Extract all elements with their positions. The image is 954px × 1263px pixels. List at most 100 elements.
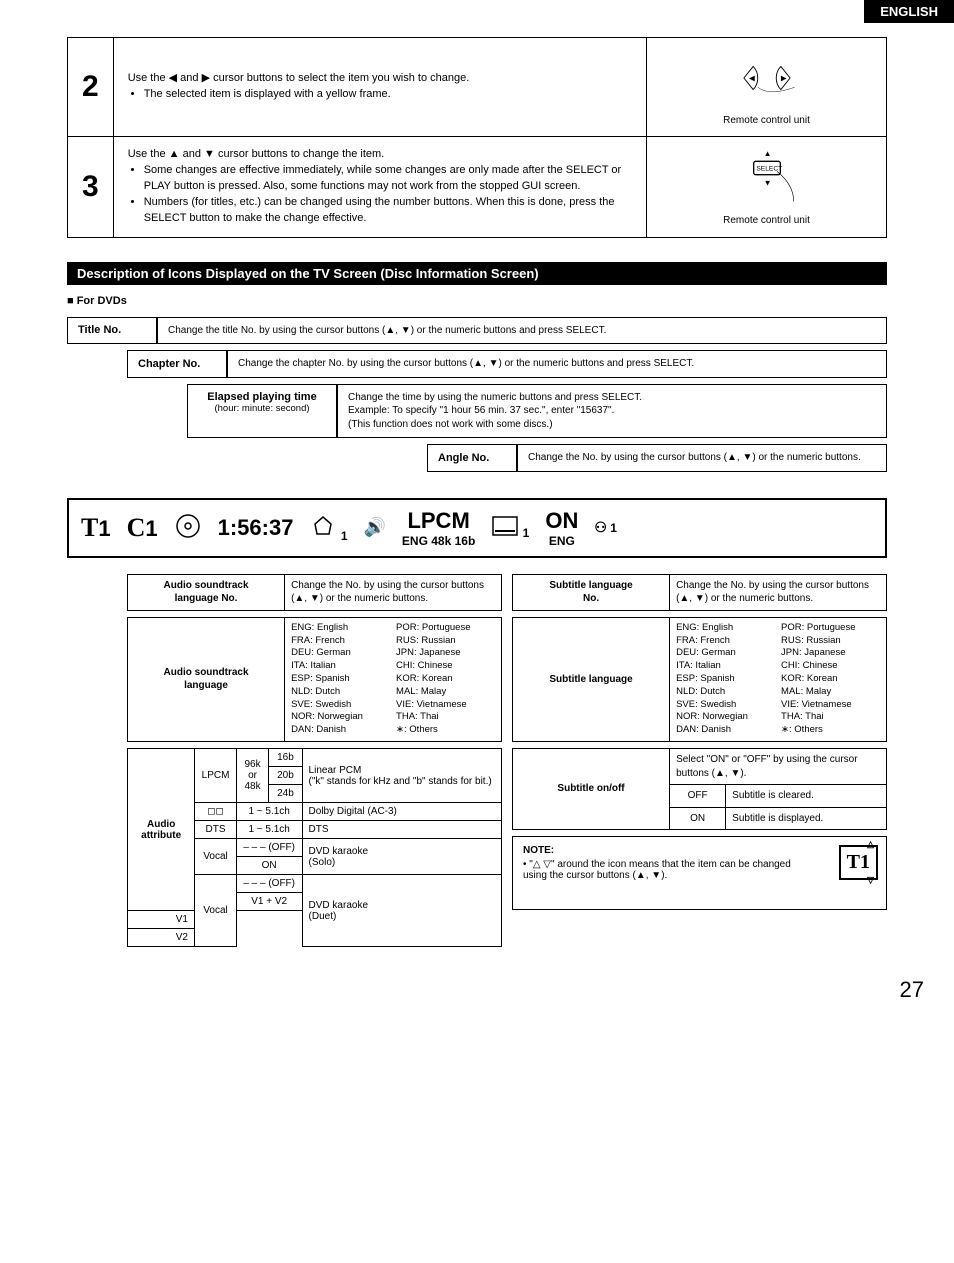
soundtrack-no-label: Audio soundtrack language No. (128, 574, 285, 610)
step-image-cell: ◀ ▶ Remote control unit (647, 38, 887, 137)
sub-lang-label: Subtitle language (513, 617, 670, 741)
attr-dts-ch: 1 ~ 5.1ch (236, 821, 302, 839)
step-number: 2 (68, 38, 114, 137)
strip-time: 1:56:37 (218, 515, 294, 541)
strip-subtitle-icon: 1 (491, 515, 529, 540)
sub-onoff-label: Subtitle on/off (513, 749, 670, 830)
sub-on-text: Subtitle is displayed. (726, 807, 887, 830)
step-line: Numbers (for titles, etc.) can be change… (144, 195, 632, 227)
step-row: 2 Use the ◀ and ▶ cursor buttons to sele… (68, 38, 887, 137)
note-icon: △ T1 ▽ (839, 845, 878, 880)
chapter-no-text: Change the chapter No. by using the curs… (227, 350, 887, 378)
attr-v2: V2 (128, 929, 237, 947)
strip-audio-top: LPCM (402, 508, 475, 534)
attr-vocal-solo-off: – – – (OFF) (236, 839, 302, 857)
title-no-text: Change the title No. by using the cursor… (157, 317, 887, 345)
section-title: Description of Icons Displayed on the TV… (67, 262, 887, 285)
angle-no-text: Change the No. by using the cursor butto… (517, 444, 887, 472)
svg-text:▼: ▼ (763, 178, 771, 187)
soundtrack-no-text: Change the No. by using the cursor butto… (285, 574, 502, 610)
title-no-row: Title No. Change the title No. by using … (67, 317, 887, 345)
step-line: The selected item is displayed with a ye… (144, 87, 632, 103)
strip-title-icon: T1 (81, 513, 111, 543)
attr-vocal-duet-desc: DVD karaoke (Duet) (302, 875, 501, 947)
strip-audio-block: LPCM ENG 48k 16b (402, 508, 475, 548)
language-tab: ENGLISH (0, 0, 954, 23)
sub-lang-table: Subtitle language ENG: English FRA: Fren… (512, 617, 887, 742)
step-image-cell: ▲ SELECT ▼ Remote control unit (647, 137, 887, 238)
strip-sound-icon: 🔊 (364, 517, 386, 538)
step-line: Use the ◀ and ▶ cursor buttons to select… (128, 71, 632, 87)
display-strip: T1 C1 1:56:37 1 🔊 LPCM ENG 48k 16b 1 ON … (67, 498, 887, 558)
lower-grid: Audio soundtrack language No. Change the… (67, 574, 887, 947)
sub-no-table: Subtitle language No. Change the No. by … (512, 574, 887, 611)
strip-audio-bottom: ENG 48k 16b (402, 534, 475, 548)
title-no-label: Title No. (67, 317, 157, 345)
strip-disc-icon (174, 512, 202, 543)
sub-on-label: ON (670, 807, 726, 830)
attr-dts-desc: DTS (302, 821, 501, 839)
elapsed-label-main: Elapsed playing time (207, 391, 316, 403)
right-column: Subtitle language No. Change the No. by … (512, 574, 887, 947)
chapter-no-label: Chapter No. (127, 350, 227, 378)
sub-onoff-instruction: Select "ON" or "OFF" by using the cursor… (670, 749, 887, 785)
step-line: Some changes are effective immediately, … (144, 163, 632, 195)
attr-vocal-solo-on: ON (236, 857, 302, 875)
elapsed-text: Change the time by using the numeric but… (337, 384, 887, 439)
strip-sub-no: 1 (523, 526, 530, 540)
attr-v1v2: V1 + V2 (236, 893, 302, 911)
sub-lang-text: ENG: English FRA: French DEU: German ITA… (670, 617, 887, 741)
cursor-left-right-icon: ◀ ▶ (737, 48, 797, 108)
strip-extra-icon: ⚇ 1 (594, 519, 617, 536)
attr-lpcm-khz: 96k or 48k (236, 749, 269, 803)
sub-off-label: OFF (670, 785, 726, 808)
svg-text:▲: ▲ (763, 149, 771, 158)
soundtrack-lang-label: Audio soundtrack language (128, 617, 285, 741)
steps-table: 2 Use the ◀ and ▶ cursor buttons to sele… (67, 37, 887, 238)
step-text: Use the ▲ and ▼ cursor buttons to change… (113, 137, 646, 238)
triangle-down-icon: ▽ (867, 875, 874, 886)
triangle-up-icon: △ (867, 839, 874, 850)
audio-attr-label: Audio attribute (128, 749, 195, 911)
sublang-col1: ENG: English FRA: French DEU: German ITA… (676, 622, 775, 737)
strip-sub-on: ON (545, 508, 578, 534)
chapter-no-row: Chapter No. Change the chapter No. by us… (127, 350, 887, 378)
section-title-row: Description of Icons Displayed on the TV… (67, 262, 887, 285)
angle-no-row: Angle No. Change the No. by using the cu… (427, 444, 887, 472)
attr-16b: 16b (269, 749, 302, 767)
for-dvds-heading: ■ For DVDs (67, 295, 887, 307)
attr-dolby-ch: 1 ~ 5.1ch (236, 803, 302, 821)
left-column: Audio soundtrack language No. Change the… (127, 574, 502, 947)
sub-no-text: Change the No. by using the cursor butto… (670, 574, 887, 610)
svg-text:▶: ▶ (780, 73, 786, 82)
sub-off-text: Subtitle is cleared. (726, 785, 887, 808)
sub-onoff-table: Subtitle on/off Select "ON" or "OFF" by … (512, 748, 887, 830)
note-text: "△ ▽" around the icon means that the ite… (523, 859, 791, 881)
remote-caption: Remote control unit (661, 215, 872, 226)
angle-no-label: Angle No. (427, 444, 517, 472)
lang-col2: POR: Portuguese RUS: Russian JPN: Japane… (396, 622, 495, 737)
strip-title-value: 1 (98, 516, 110, 541)
strip-angle-value: 1 (341, 529, 348, 543)
attr-vocal-duet-off: – – – (OFF) (236, 875, 302, 893)
strip-sub-block: ON ENG (545, 508, 578, 548)
step-number: 3 (68, 137, 114, 238)
strip-chapter-icon: C1 (127, 513, 158, 543)
note-box: NOTE: • "△ ▽" around the icon means that… (512, 836, 887, 910)
soundtrack-lang-table: Audio soundtrack language ENG: English F… (127, 617, 502, 742)
attr-lpcm: LPCM (195, 749, 236, 803)
step-line: Use the ▲ and ▼ cursor buttons to change… (128, 147, 632, 163)
step-row: 3 Use the ▲ and ▼ cursor buttons to chan… (68, 137, 887, 238)
elapsed-row: Elapsed playing time (hour: minute: seco… (187, 384, 887, 439)
language-label: ENGLISH (864, 0, 954, 23)
note-title: NOTE: (523, 845, 876, 856)
attr-lpcm-desc: Linear PCM ("k" stands for kHz and "b" s… (302, 749, 501, 803)
strip-angle-icon: 1 (309, 512, 347, 543)
audio-attribute-table: Audio attribute LPCM 96k or 48k 16b Line… (127, 748, 502, 947)
step-text: Use the ◀ and ▶ cursor buttons to select… (113, 38, 646, 137)
note-icon-1: 1 (860, 851, 870, 873)
svg-text:◀: ◀ (749, 73, 755, 82)
attr-vocal-solo-desc: DVD karaoke (Solo) (302, 839, 501, 875)
soundtrack-no-table: Audio soundtrack language No. Change the… (127, 574, 502, 611)
attr-20b: 20b (269, 767, 302, 785)
